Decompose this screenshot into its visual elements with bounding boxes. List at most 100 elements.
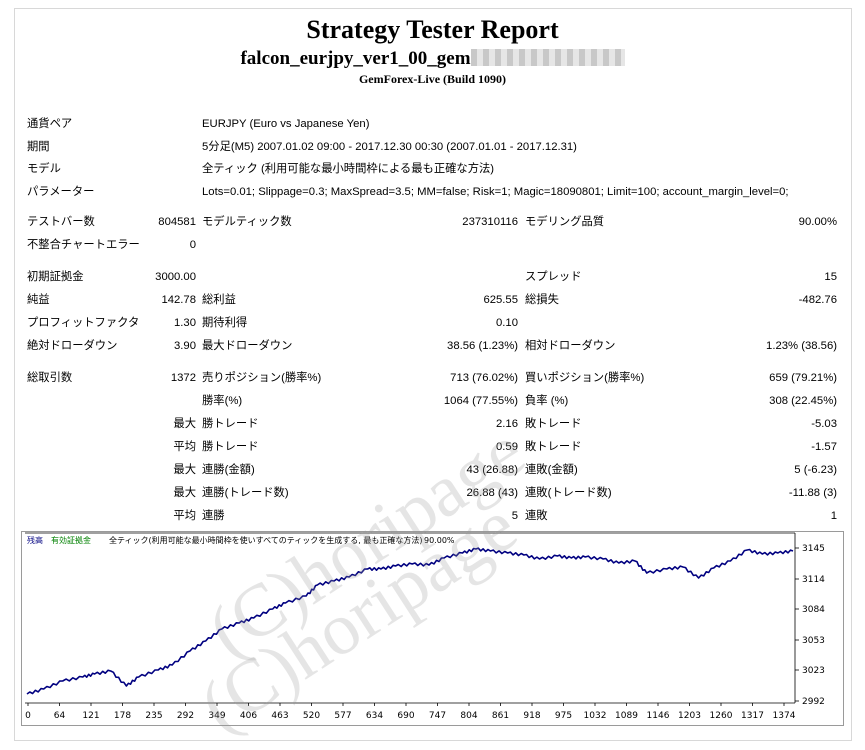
value-period: 5分足(M5) 2007.01.02 09:00 - 2017.12.30 00… — [202, 141, 577, 153]
label-max-1: 最大 — [173, 418, 196, 430]
legend-quality: 90.00% — [424, 536, 455, 545]
value-avg-consec-losses: 1 — [830, 510, 837, 522]
label-consec-losses-trades: 連敗(トレード数) — [525, 487, 612, 499]
label-profit-factor: プロフィットファクタ — [27, 317, 140, 329]
label-avg-1: 平均 — [173, 441, 196, 453]
x-tick-label: 861 — [492, 711, 509, 721]
x-tick-label: 975 — [555, 711, 572, 721]
label-model: モデル — [27, 163, 61, 175]
legend-balance: 残高 — [27, 535, 43, 545]
y-tick-label: 3053 — [802, 636, 825, 646]
value-consec-losses-trades: -11.88 (3) — [788, 487, 837, 499]
value-profit-factor: 1.30 — [174, 317, 196, 329]
value-gross-profit: 625.55 — [483, 294, 518, 306]
value-quality: 90.00% — [798, 216, 837, 228]
label-quality: モデリング品質 — [525, 216, 605, 228]
label-max-loss: 敗トレード — [525, 418, 582, 430]
value-avg-loss: -1.57 — [811, 441, 837, 453]
value-max-loss: -5.03 — [811, 418, 837, 430]
x-tick-label: 1032 — [584, 711, 607, 721]
x-tick-label: 1374 — [773, 711, 796, 721]
label-net-profit: 純益 — [27, 294, 50, 306]
label-max-3: 最大 — [173, 487, 196, 499]
value-win-rate: 1064 (77.55%) — [443, 395, 518, 407]
label-deposit: 初期証拠金 — [27, 271, 84, 283]
x-tick-label: 0 — [25, 711, 31, 721]
value-bars: 804581 — [158, 216, 196, 228]
balance-chart: 残高 有効証拠金 全ティック(利用可能な最小時間枠を使いすべてのティックを生成す… — [21, 531, 844, 726]
label-short-positions: 売りポジション(勝率%) — [202, 372, 322, 384]
label-max-win: 勝トレード — [202, 418, 259, 430]
x-tick-label: 577 — [334, 711, 351, 721]
x-tick-label: 64 — [54, 711, 66, 721]
label-avg-win: 勝トレード — [202, 441, 259, 453]
report-frame — [14, 8, 852, 741]
value-symbol: EURJPY (Euro vs Japanese Yen) — [202, 118, 370, 130]
value-consec-wins-trades: 26.88 (43) — [466, 487, 519, 499]
label-long-positions: 買いポジション(勝率%) — [525, 372, 645, 384]
value-abs-drawdown: 3.90 — [174, 340, 196, 352]
chart-border — [21, 531, 844, 726]
label-consec-losses-amount: 連敗(金額) — [525, 464, 578, 476]
value-consec-wins-amount: 43 (26.88) — [466, 464, 519, 476]
value-ticks: 237310116 — [462, 216, 518, 228]
label-expected-payoff: 期待利得 — [202, 317, 248, 329]
value-avg-win: 0.59 — [496, 441, 518, 453]
x-tick-label: 520 — [303, 711, 320, 721]
value-model: 全ティック (利用可能な最小時間枠による最も正確な方法) — [202, 163, 495, 175]
label-consec-wins-amount: 連勝(金額) — [202, 464, 255, 476]
label-avg-consec-wins: 連勝 — [202, 510, 225, 522]
value-short-positions: 713 (76.02%) — [450, 372, 518, 384]
x-tick-label: 1260 — [710, 711, 733, 721]
label-spread: スプレッド — [525, 271, 582, 283]
y-tick-label: 3145 — [802, 544, 825, 554]
x-tick-label: 747 — [429, 711, 446, 721]
value-net-profit: 142.78 — [161, 294, 196, 306]
redacted-account — [470, 49, 625, 66]
ea-name-text: falcon_eurjpy_ver1_00_gem — [240, 48, 471, 69]
build-info: GemForex-Live (Build 1090) — [358, 72, 507, 86]
value-expected-payoff: 0.10 — [496, 317, 518, 329]
x-tick-label: 235 — [145, 711, 162, 721]
x-tick-label: 121 — [82, 711, 99, 721]
x-tick-label: 1146 — [647, 711, 670, 721]
legend-equity: 有効証拠金 — [51, 535, 91, 545]
label-win-rate: 勝率(%) — [202, 395, 243, 407]
x-tick-label: 690 — [397, 711, 414, 721]
x-tick-label: 918 — [523, 711, 540, 721]
x-tick-label: 292 — [177, 711, 194, 721]
value-loss-rate: 308 (22.45%) — [769, 395, 837, 407]
x-tick-label: 1203 — [678, 711, 701, 721]
x-tick-label: 349 — [208, 711, 225, 721]
label-max-2: 最大 — [173, 464, 196, 476]
value-spread: 15 — [824, 271, 837, 283]
label-max-drawdown: 最大ドローダウン — [202, 340, 293, 352]
value-long-positions: 659 (79.21%) — [769, 372, 837, 384]
label-bars: テストバー数 — [27, 216, 95, 228]
value-rel-drawdown: 1.23% (38.56) — [766, 340, 837, 352]
label-abs-drawdown: 絶対ドローダウン — [27, 340, 118, 352]
x-tick-label: 804 — [460, 711, 477, 721]
x-tick-label: 1317 — [741, 711, 764, 721]
y-tick-label: 3023 — [802, 666, 825, 676]
label-avg-2: 平均 — [173, 510, 196, 522]
value-total-trades: 1372 — [170, 372, 196, 384]
label-rel-drawdown: 相対ドローダウン — [525, 340, 616, 352]
label-consec-wins-trades: 連勝(トレード数) — [202, 487, 289, 499]
label-errors: 不整合チャートエラー — [27, 239, 140, 251]
value-max-drawdown: 38.56 (1.23%) — [447, 340, 518, 352]
value-max-win: 2.16 — [496, 418, 518, 430]
y-tick-label: 2992 — [802, 697, 825, 707]
x-tick-label: 178 — [114, 711, 131, 721]
x-tick-label: 1089 — [615, 711, 638, 721]
value-parameters: Lots=0.01; Slippage=0.3; MaxSpread=3.5; … — [202, 186, 789, 198]
value-avg-consec-wins: 5 — [511, 510, 518, 522]
x-tick-label: 463 — [271, 711, 288, 721]
legend-model: 全ティック(利用可能な最小時間枠を使いすべてのティックを生成する, 最も正確な方… — [109, 535, 422, 545]
value-errors: 0 — [189, 239, 196, 251]
label-ticks: モデルティック数 — [202, 216, 292, 228]
label-gross-profit: 総利益 — [202, 294, 236, 306]
x-tick-label: 634 — [366, 711, 383, 721]
y-tick-label: 3084 — [802, 605, 825, 615]
value-deposit: 3000.00 — [155, 271, 196, 283]
